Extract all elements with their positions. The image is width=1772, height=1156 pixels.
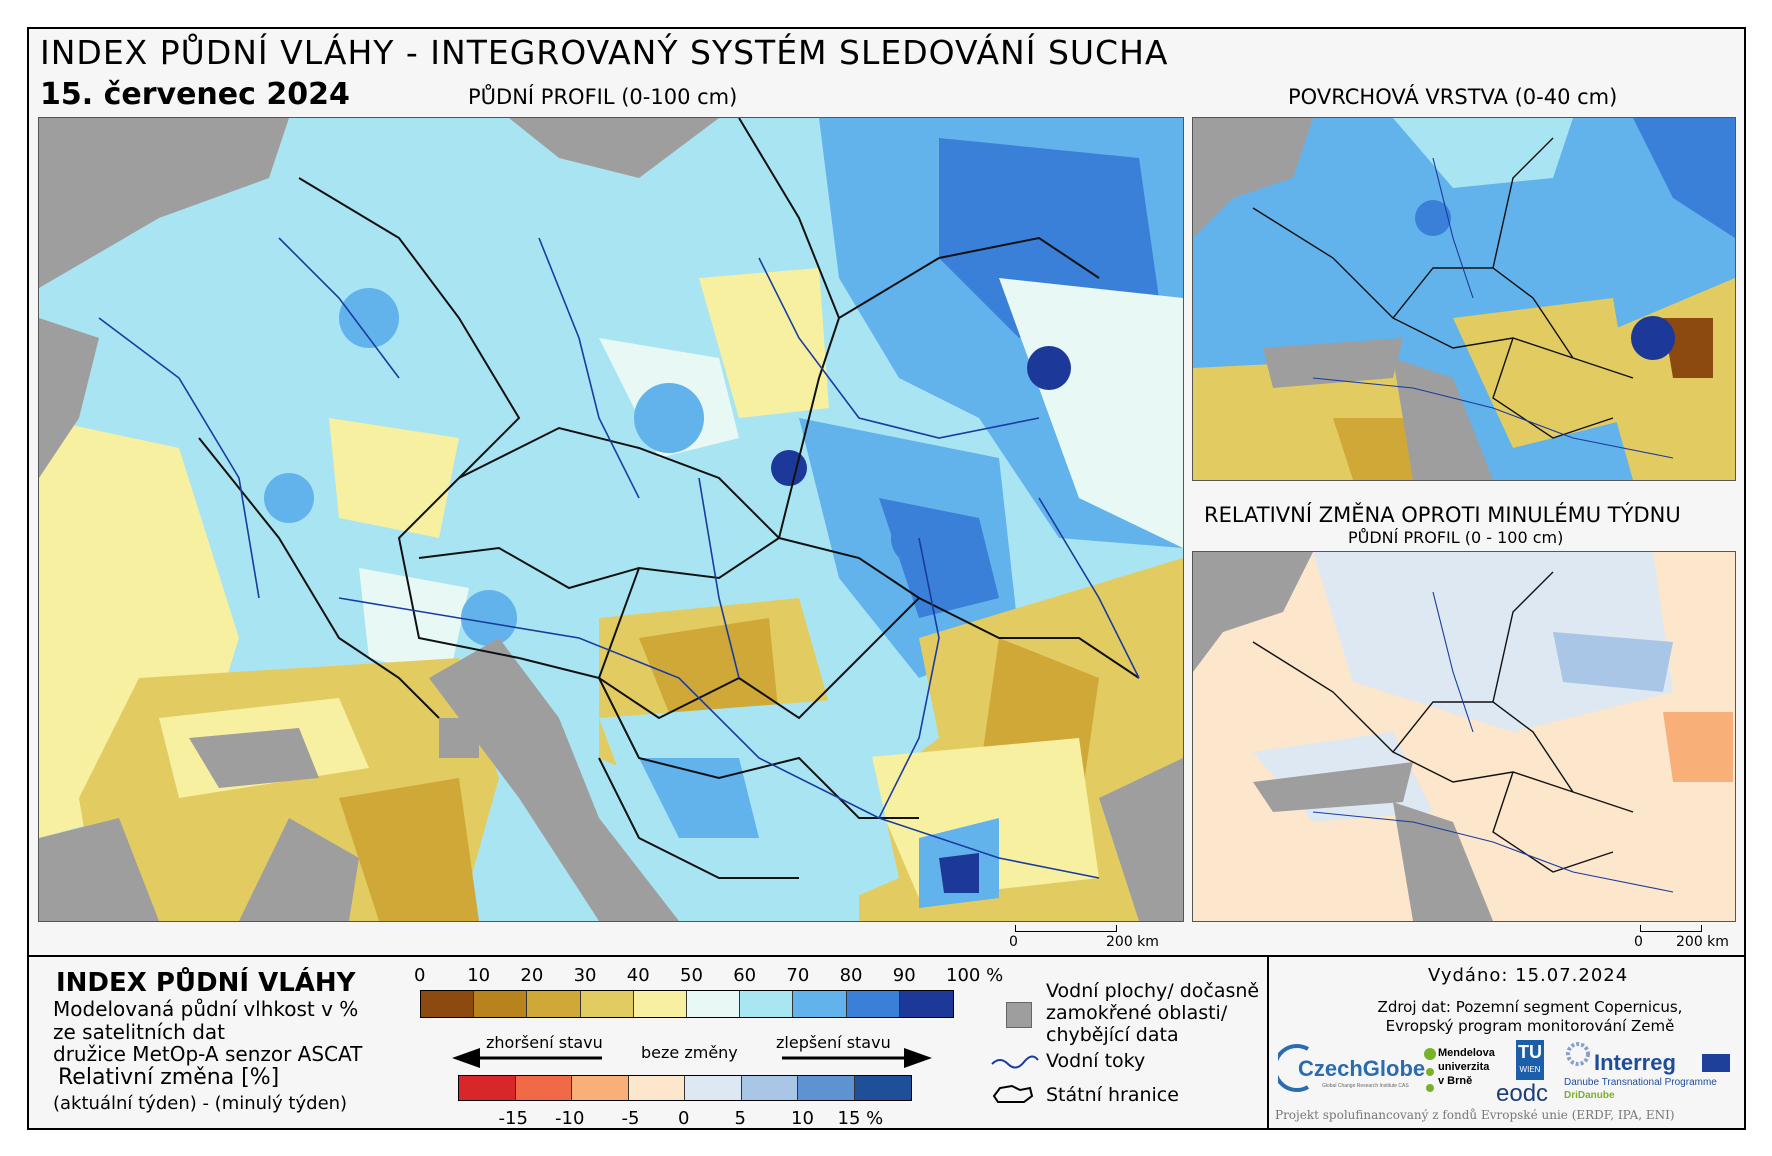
mendel-line-1: Mendelova xyxy=(1438,1047,1495,1059)
index-tick-label: 10 xyxy=(467,965,491,986)
index-swatch xyxy=(740,991,794,1017)
mendel-line-3: v Brně xyxy=(1438,1075,1473,1087)
czechglobe-logo: CzechGlobe xyxy=(1298,1056,1426,1081)
change-map-subcaption: PŮDNÍ PROFIL (0 - 100 cm) xyxy=(1348,528,1564,547)
weekly-change-map xyxy=(1192,551,1736,922)
main-scale-label: 200 km xyxy=(1106,934,1159,950)
index-tick-label: 0 xyxy=(414,965,426,986)
change-swatch xyxy=(798,1076,855,1100)
index-tick-label: 60 xyxy=(733,965,757,986)
index-swatch xyxy=(633,991,687,1017)
change-map-caption: RELATIVNÍ ZMĚNA OPROTI MINULÉMU TÝDNU xyxy=(1204,503,1681,527)
legend-desc-3: družice MetOp-A senzor ASCAT xyxy=(53,1042,363,1066)
change-scale-label: 200 km xyxy=(1676,934,1729,950)
change-scale-zero: 0 xyxy=(1634,934,1643,950)
nochange-label: beze změny xyxy=(641,1043,738,1062)
eodc-logo: eodc xyxy=(1496,1080,1549,1107)
main-map-caption: PŮDNÍ PROFIL (0-100 cm) xyxy=(468,85,738,109)
funding-footnote: Projekt spolufinancovaný z fondů Evropsk… xyxy=(1275,1108,1675,1122)
legend-title: INDEX PŮDNÍ VLÁHY xyxy=(56,968,356,998)
source-line-2: Evropský program monitorování Země xyxy=(1385,1017,1675,1035)
index-colorbar xyxy=(420,990,954,1018)
water-label-3: chybějící data xyxy=(1046,1024,1179,1046)
change-scale-bar xyxy=(1640,925,1702,932)
surface-map-caption: POVRCHOVÁ VRSTVA (0-40 cm) xyxy=(1288,85,1618,109)
border-symbol xyxy=(992,1084,1034,1103)
water-label-1: Vodní plochy/ dočasně xyxy=(1046,980,1260,1002)
danube-programme: Danube Transnational Programme xyxy=(1564,1077,1717,1088)
index-swatch xyxy=(527,991,581,1017)
change-tick-label: 10 xyxy=(791,1108,814,1129)
index-swatch xyxy=(474,991,528,1017)
change-tick-label: -15 xyxy=(498,1108,528,1129)
missing-data-swatch xyxy=(1006,1002,1032,1028)
source-line-1: Zdroj dat: Pozemní segment Copernicus, xyxy=(1377,998,1683,1016)
index-tick-label: 90 xyxy=(892,965,916,986)
worse-label: zhoršení stavu xyxy=(486,1033,603,1052)
change-tick-label: 0 xyxy=(678,1108,690,1129)
change-swatch xyxy=(515,1076,572,1100)
change-tick-label: -10 xyxy=(555,1108,585,1129)
surface-layer-map xyxy=(1192,117,1736,481)
index-tick-label: 100 % xyxy=(946,965,1004,986)
index-swatch xyxy=(686,991,741,1017)
mendel-logo: Mendelova univerzita v Brně xyxy=(1438,1046,1495,1088)
change-swatch xyxy=(741,1076,798,1100)
change-colorbar xyxy=(458,1075,912,1101)
czechglobe-sub: Global Change Research Institute CAS xyxy=(1322,1083,1409,1089)
main-scale-bar xyxy=(1015,925,1117,932)
relative-change-sub: (aktuální týden) - (minulý týden) xyxy=(53,1093,348,1114)
index-swatch xyxy=(899,991,953,1017)
main-scale-zero: 0 xyxy=(1009,934,1018,950)
legend-desc-2: ze satelitních dat xyxy=(53,1020,225,1044)
czechglobe-logo-mark xyxy=(1278,1044,1310,1092)
index-tick-label: 80 xyxy=(839,965,863,986)
interreg-logo-mark xyxy=(1566,1042,1590,1066)
mendel-line-2: univerzita xyxy=(1438,1061,1490,1073)
change-swatch xyxy=(459,1076,516,1100)
water-label-2: zamokřené oblasti/ xyxy=(1046,1002,1228,1024)
eu-flag-icon xyxy=(1702,1054,1730,1072)
change-swatch xyxy=(854,1076,911,1100)
change-tick-label: -5 xyxy=(621,1108,640,1129)
index-swatch xyxy=(421,991,475,1017)
issued-date: Vydáno: 15.07.2024 xyxy=(1428,965,1629,986)
legend-desc-1: Modelovaná půdní vlhkost v % xyxy=(53,997,359,1021)
index-tick-label: 50 xyxy=(680,965,703,986)
data-source: Zdroj dat: Pozemní segment Copernicus, E… xyxy=(1370,998,1690,1036)
tu-wien-logo: TU WIEN xyxy=(1516,1040,1544,1080)
dridanube: DriDanube xyxy=(1564,1090,1615,1101)
index-swatch xyxy=(580,991,634,1017)
change-swatch xyxy=(628,1076,685,1100)
page-title: INDEX PŮDNÍ VLÁHY - INTEGROVANÝ SYSTÉM S… xyxy=(40,33,1169,72)
interreg-logo: Interreg xyxy=(1594,1050,1676,1075)
index-swatch xyxy=(793,991,847,1017)
change-swatch xyxy=(572,1076,629,1100)
change-swatch xyxy=(685,1076,742,1100)
report-date: 15. červenec 2024 xyxy=(40,77,350,112)
info-divider xyxy=(1267,955,1269,1128)
change-tick-label: 5 xyxy=(734,1108,746,1129)
legend-divider xyxy=(29,955,1744,957)
wien-text: WIEN xyxy=(1519,1065,1541,1074)
relative-change-title: Relativní změna [%] xyxy=(58,1065,280,1090)
change-tick-label: 15 % xyxy=(837,1108,884,1129)
main-soil-moisture-map xyxy=(38,117,1184,922)
trend-arrows xyxy=(452,1048,932,1068)
index-tick-label: 30 xyxy=(573,965,597,986)
borders-label: Státní hranice xyxy=(1046,1084,1179,1106)
index-tick-label: 40 xyxy=(626,965,650,986)
index-tick-label: 70 xyxy=(786,965,810,986)
index-tick-label: 20 xyxy=(520,965,544,986)
better-label: zlepšení stavu xyxy=(776,1033,891,1052)
mendel-logo-mark xyxy=(1424,1048,1436,1092)
index-swatch xyxy=(846,991,900,1017)
tu-text: TU xyxy=(1518,1042,1542,1062)
river-symbol xyxy=(991,1055,1039,1069)
rivers-label: Vodní toky xyxy=(1046,1050,1146,1072)
